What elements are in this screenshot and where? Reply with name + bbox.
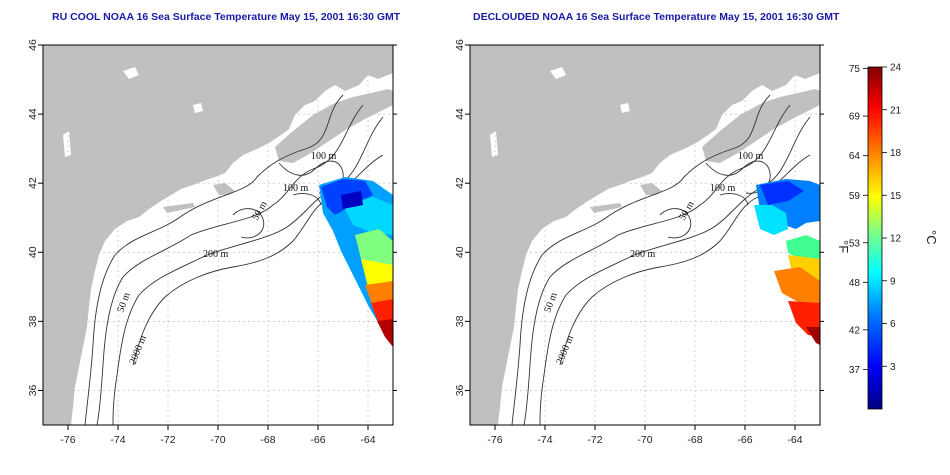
contour-label: 200 m: [630, 249, 656, 260]
x-axis-left: -76 -74 -72 -70 -68 -66 -64: [60, 425, 376, 446]
celsius-tick-label: 12: [890, 234, 902, 245]
contour-label: 100 m: [738, 151, 764, 162]
y-tick-label: 46: [454, 39, 466, 51]
colorbar: 24 21 18 15 12 9 6 3 75 69 64 59 53 48 42 37: [849, 63, 902, 410]
celsius-tick-label: 21: [890, 105, 902, 116]
y-tick-label: 44: [27, 108, 39, 120]
grid-left: [43, 44, 393, 425]
y-tick-label: 42: [27, 177, 39, 189]
x-tick-label: -72: [587, 434, 602, 446]
sst-swath-left: [319, 177, 393, 347]
x-tick-label: -76: [487, 434, 502, 446]
x-tick-label: -72: [160, 434, 175, 446]
sst-swath-right: [754, 179, 820, 345]
contour-label: 100 m: [311, 151, 337, 162]
y-axis-right: 36 38 40 42 44 46: [454, 39, 824, 396]
y-tick-label: 44: [454, 108, 466, 120]
x-tick-label: -64: [360, 434, 375, 446]
y-tick-label: 40: [454, 246, 466, 258]
contour-label: 100 m: [283, 183, 309, 194]
fahrenheit-unit-label: °F: [836, 240, 851, 253]
celsius-tick-label: 18: [890, 148, 902, 159]
fahrenheit-tick-label: 64: [849, 151, 861, 162]
celsius-tick-label: 6: [890, 319, 896, 330]
map-panel-right: 100 m 100 m 50 m 200 m 50 m 2000 m -76 -7…: [454, 39, 824, 446]
celsius-tick-label: 3: [890, 362, 896, 373]
fahrenheit-tick-label: 42: [849, 325, 861, 336]
y-tick-label: 38: [27, 315, 39, 327]
map-title-right: DECLOUDED NOAA 16 Sea Surface Temperatur…: [473, 11, 840, 23]
x-axis-right: -76 -74 -72 -70 -68 -66 -64: [487, 425, 803, 446]
y-tick-label: 36: [454, 384, 466, 396]
y-tick-label: 40: [27, 246, 39, 258]
celsius-tick-label: 9: [890, 276, 896, 287]
x-tick-label: -76: [60, 434, 75, 446]
y-tick-label: 46: [27, 39, 39, 51]
y-tick-label: 42: [454, 177, 466, 189]
contour-label: 100 m: [710, 183, 736, 194]
map-panel-left: 100 m 100 m 50 m 200 m 50 m 2000 m -76 -7…: [27, 39, 397, 446]
x-tick-label: -66: [310, 434, 325, 446]
fahrenheit-tick-label: 69: [849, 112, 861, 123]
y-axis-left: 36 38 40 42 44 46: [27, 39, 397, 396]
fahrenheit-tick-label: 37: [849, 365, 861, 376]
x-tick-label: -66: [737, 434, 752, 446]
map-title-left: RU COOL NOAA 16 Sea Surface Temperature …: [52, 11, 401, 23]
celsius-unit-label: °C: [924, 230, 939, 245]
x-tick-label: -74: [537, 434, 552, 446]
x-tick-label: -64: [787, 434, 802, 446]
colorbar-gradient: [867, 66, 883, 410]
x-tick-label: -70: [637, 434, 652, 446]
y-tick-label: 38: [454, 315, 466, 327]
y-tick-label: 36: [27, 384, 39, 396]
x-tick-label: -68: [260, 434, 275, 446]
x-tick-label: -68: [687, 434, 702, 446]
x-tick-label: -74: [110, 434, 125, 446]
contour-label: 200 m: [203, 249, 229, 260]
fahrenheit-tick-label: 48: [849, 278, 861, 289]
celsius-tick-label: 15: [890, 191, 902, 202]
fahrenheit-tick-label: 75: [849, 64, 861, 75]
fahrenheit-tick-label: 59: [849, 191, 861, 202]
x-tick-label: -70: [210, 434, 225, 446]
fahrenheit-tick-label: 53: [849, 238, 861, 249]
celsius-tick-label: 24: [890, 63, 902, 74]
